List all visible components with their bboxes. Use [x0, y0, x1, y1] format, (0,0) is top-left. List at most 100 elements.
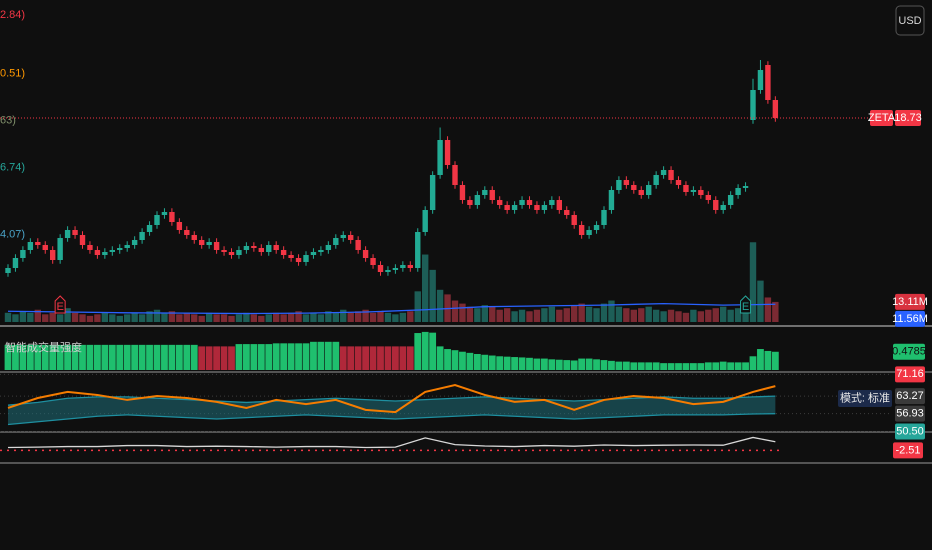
- strength-bar: [272, 343, 280, 370]
- candle-body: [467, 200, 473, 205]
- strength-bar: [41, 344, 49, 370]
- volume-bar: [325, 311, 332, 322]
- earnings-marker: [54, 295, 66, 314]
- volume-bar: [42, 314, 49, 322]
- volume-bar: [49, 312, 56, 322]
- volume-bar: [265, 314, 272, 322]
- volume-bar: [384, 312, 392, 322]
- volume-bar: [608, 300, 615, 322]
- volume-label: 13.11M: [892, 296, 928, 308]
- strength-bar: [734, 362, 742, 370]
- volume-bar: [213, 314, 220, 322]
- strength-bar: [436, 346, 444, 370]
- candle-body: [5, 268, 11, 273]
- strength-bar: [503, 356, 511, 370]
- strength-bar: [324, 341, 332, 370]
- strength-bar: [749, 356, 757, 370]
- candle-body: [64, 230, 71, 238]
- strength-bar: [34, 344, 42, 370]
- strength-bar: [488, 355, 496, 370]
- volume-bar: [414, 291, 421, 322]
- strength-bar: [675, 363, 682, 370]
- y-tick-box: [895, 405, 925, 422]
- strength-bar: [198, 346, 206, 370]
- candle-body: [511, 205, 518, 210]
- volume-bar: [101, 312, 109, 322]
- strength-bar: [213, 346, 220, 370]
- strength-bar: [526, 357, 533, 370]
- volume-bar: [183, 312, 190, 322]
- strength-bar: [429, 332, 437, 370]
- volume-bar: [705, 309, 712, 322]
- volume-bar: [474, 308, 481, 322]
- volume-bar: [340, 309, 347, 322]
- candle-body: [638, 190, 644, 195]
- strength-bar: [347, 346, 355, 370]
- volume-bar: [451, 300, 459, 322]
- strength-bar: [153, 344, 161, 370]
- volume-bar: [258, 315, 265, 322]
- volume-label-box: [895, 293, 925, 310]
- candle-body: [325, 245, 332, 250]
- volume-bar: [94, 314, 101, 322]
- volume-bar: [660, 311, 667, 322]
- candle-body: [623, 180, 630, 185]
- volume-bar: [86, 315, 94, 322]
- candle-body: [117, 248, 123, 250]
- volume-bar: [79, 314, 86, 322]
- candle-body: [124, 245, 130, 248]
- y-tick-label: 50.50: [896, 425, 924, 437]
- strength-bar: [26, 344, 34, 370]
- candle-body: [437, 140, 443, 175]
- candle-body: [735, 188, 741, 195]
- candle-body: [631, 185, 637, 190]
- volume-bar: [652, 309, 660, 322]
- candle-body: [131, 240, 138, 245]
- candle-body: [161, 212, 168, 215]
- candle-body: [772, 100, 779, 118]
- strength-bar: [4, 344, 12, 370]
- strength-bar: [101, 344, 109, 370]
- candle-body: [377, 265, 384, 272]
- candle-body: [199, 240, 205, 245]
- strength-bar: [563, 360, 571, 370]
- candle-body: [154, 215, 160, 225]
- strength-bar: [630, 362, 638, 370]
- volume-bar: [630, 309, 637, 322]
- strength-bar: [742, 362, 749, 370]
- y-tick-label: 71.16: [896, 368, 924, 380]
- volume-ma-label: 11.56M: [892, 313, 928, 325]
- volume-bar: [645, 306, 652, 322]
- volume-bar: [310, 312, 317, 322]
- candle-body: [385, 270, 391, 272]
- volume-bar: [422, 254, 429, 322]
- strength-bar: [578, 358, 586, 370]
- strength-bar: [466, 352, 474, 370]
- currency-button[interactable]: [895, 5, 925, 36]
- strength-bar: [138, 344, 146, 370]
- candle-body: [713, 200, 719, 210]
- candle-body: [184, 230, 190, 235]
- candle-body: [258, 248, 264, 252]
- candle-body: [72, 230, 78, 235]
- candle-body: [549, 200, 555, 205]
- volume-bar: [287, 312, 295, 322]
- volume-bar: [64, 308, 71, 322]
- strength-bar: [19, 344, 27, 370]
- strength-bar: [473, 354, 481, 370]
- last-price-label-box: [895, 110, 921, 126]
- candle-body: [318, 250, 324, 252]
- earnings-marker: [740, 295, 752, 314]
- strength-bar: [615, 361, 623, 370]
- mode-label: 模式: 标准: [840, 390, 890, 404]
- volume-bar: [138, 314, 146, 322]
- volume-bar: [273, 312, 280, 322]
- volume-bar: [466, 306, 474, 322]
- candle-body: [35, 242, 41, 245]
- strength-bar: [280, 343, 288, 370]
- earnings-label: E: [742, 301, 749, 313]
- candle-body: [593, 225, 600, 230]
- strength-bar: [332, 341, 340, 370]
- strength-bar: [49, 344, 57, 370]
